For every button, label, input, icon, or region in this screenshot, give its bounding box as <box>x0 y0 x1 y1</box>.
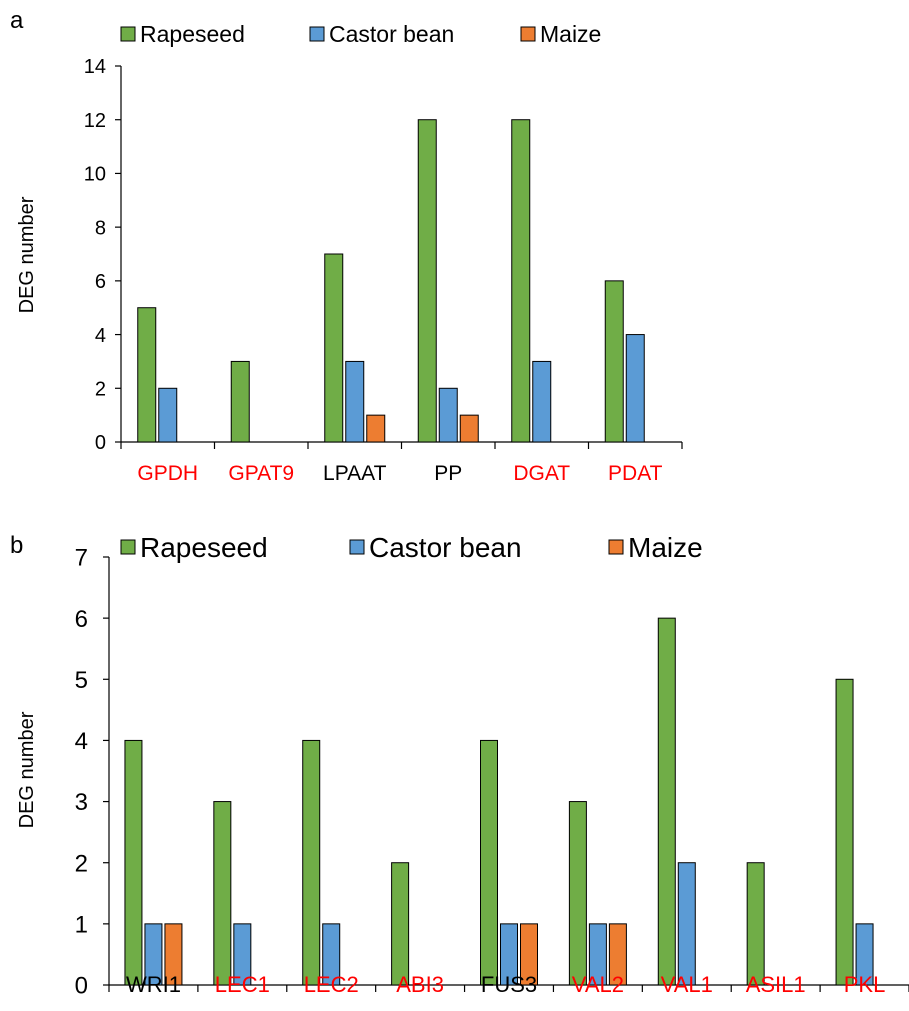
bar-rapeseed <box>137 307 157 443</box>
y-tick-label: 14 <box>84 56 106 78</box>
legend-label: Castor bean <box>329 21 454 47</box>
y-tick-label: 0 <box>75 973 88 1000</box>
y-tick-label: 6 <box>75 606 88 633</box>
legend-swatch <box>349 539 365 555</box>
category-label: PKL <box>844 972 886 997</box>
bar-castor-bean <box>500 923 518 986</box>
y-tick-label: 4 <box>75 728 88 755</box>
bar-castor-bean <box>144 923 163 986</box>
bar-rapeseed <box>417 119 437 443</box>
legend-label: Rapeseed <box>140 532 268 563</box>
bar-rapeseed <box>480 739 498 986</box>
category-label: DGAT <box>513 462 570 485</box>
y-tick-label: 2 <box>95 378 106 400</box>
y-axis-label: DEG number <box>16 196 38 313</box>
bar-castor-bean <box>677 862 696 986</box>
y-tick-label: 4 <box>95 325 106 347</box>
legend-label: Rapeseed <box>140 21 245 47</box>
bar-castor-bean <box>855 923 874 986</box>
bar-maize <box>459 414 479 443</box>
y-tick-label: 3 <box>75 789 88 816</box>
bar-rapeseed <box>391 862 410 986</box>
bar-maize <box>520 923 538 986</box>
bar-castor-bean <box>345 360 365 443</box>
bar-castor-bean <box>233 923 252 986</box>
bar-rapeseed <box>604 280 624 443</box>
bar-rapeseed <box>835 678 854 986</box>
category-label: VAL2 <box>572 972 624 997</box>
bar-castor-bean <box>532 360 552 443</box>
bar-rapeseed <box>511 119 531 443</box>
category-label: ABI3 <box>396 972 444 997</box>
bar-rapeseed <box>302 739 321 986</box>
panel-a: a 0 2 4 6 8 10 12 14 DEG number GPDH GPAT9 LPAAT PP DG… <box>10 7 683 485</box>
legend-swatch <box>309 26 325 42</box>
category-label: PDAT <box>608 462 663 485</box>
bar-rapeseed <box>124 739 143 986</box>
bar-castor-bean <box>588 923 607 986</box>
bar-rapeseed <box>657 617 676 986</box>
bar-rapeseed <box>568 801 587 986</box>
y-tick-label: 0 <box>95 432 106 454</box>
legend-label: Castor bean <box>369 532 522 563</box>
category-label: FUS3 <box>481 972 537 997</box>
legend-label: Maize <box>540 21 601 47</box>
bar-castor-bean <box>322 923 341 986</box>
category-label: LEC1 <box>215 972 270 997</box>
legend-label: Maize <box>628 532 703 563</box>
y-tick-label: 5 <box>75 667 88 694</box>
bar-rapeseed <box>213 801 232 986</box>
category-label: ASIL1 <box>746 972 806 997</box>
y-tick-label: 12 <box>84 110 106 132</box>
bar-maize <box>164 923 183 986</box>
category-label: GPDH <box>137 462 198 485</box>
bar-rapeseed <box>230 360 250 443</box>
y-tick-label: 2 <box>75 850 88 877</box>
legend-swatch <box>520 26 536 42</box>
bar-castor-bean <box>438 387 458 443</box>
category-label: LEC2 <box>304 972 359 997</box>
y-tick-label: 6 <box>95 271 106 293</box>
legend-swatch <box>120 26 136 42</box>
category-label: GPAT9 <box>228 462 294 485</box>
y-axis-label: DEG number <box>16 711 38 828</box>
bar-rapeseed <box>746 862 765 986</box>
panel-label: b <box>10 532 23 559</box>
bar-castor-bean <box>625 334 645 443</box>
category-label: WRI1 <box>126 972 181 997</box>
bar-castor-bean <box>158 387 178 443</box>
y-tick-label: 10 <box>84 164 106 186</box>
y-tick-label: 8 <box>95 217 106 239</box>
legend-swatch <box>608 539 624 555</box>
y-tick-label: 7 <box>75 545 88 572</box>
bar-maize <box>608 923 627 986</box>
category-label: PP <box>434 462 462 485</box>
bar-maize <box>366 414 386 443</box>
category-label: VAL1 <box>661 972 713 997</box>
bar-rapeseed <box>324 253 344 443</box>
legend-swatch <box>120 539 136 555</box>
panel-label: a <box>10 7 24 34</box>
panel-b: b 0 1 2 3 4 5 6 7 DEG number WRI1 LEC1 LEC2 ABI3 FUS3 V… <box>10 532 909 1000</box>
category-label: LPAAT <box>323 462 387 485</box>
y-tick-label: 1 <box>75 911 88 938</box>
